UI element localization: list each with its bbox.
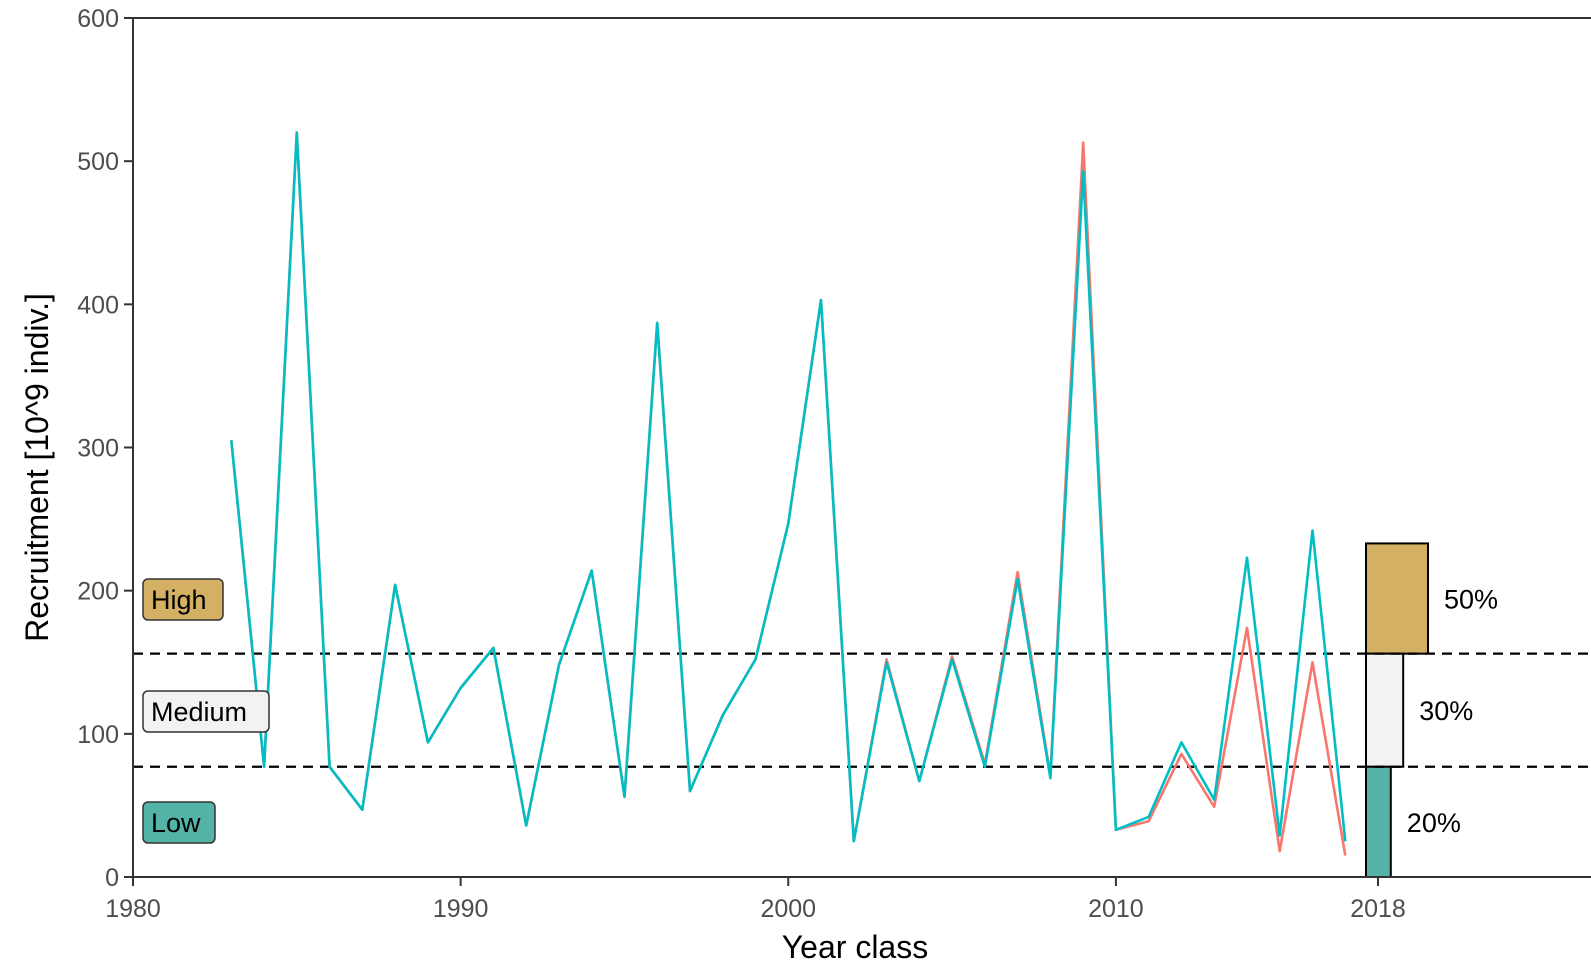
tick-labels: 0 100 200 300 400 500 600 1980 1990 2000 2010 2018	[77, 5, 1406, 923]
category-bar-low	[1365, 765, 1392, 878]
y-axis-title: Recruitment [10^9 indiv.]	[19, 293, 55, 642]
category-label-medium: Medium	[151, 697, 247, 727]
category-label-box-high	[142, 578, 224, 621]
category-percent-low: 20%	[1407, 808, 1461, 838]
y-tick-label: 300	[77, 435, 119, 463]
series-lines	[230, 131, 1347, 856]
category-bars: 50% 30% 20%	[1365, 542, 1498, 878]
y-tick-label: 100	[77, 721, 119, 749]
category-labels: High Medium Low	[142, 578, 270, 844]
x-tick-label: 2018	[1350, 895, 1406, 923]
y-tick-label: 0	[105, 864, 119, 892]
category-label-high: High	[151, 585, 207, 615]
x-axis-title: Year class	[782, 929, 928, 965]
category-percent-medium: 30%	[1419, 696, 1473, 726]
y-tick-label: 500	[77, 148, 119, 176]
y-tick-label: 200	[77, 578, 119, 606]
category-bar-high	[1365, 542, 1429, 655]
category-label-low: Low	[151, 808, 201, 838]
axes	[124, 17, 1591, 886]
category-bar-medium	[1365, 652, 1405, 768]
category-label-box-medium	[142, 690, 270, 733]
category-percent-high: 50%	[1444, 585, 1498, 615]
y-tick-label: 400	[77, 291, 119, 319]
x-tick-label: 1980	[105, 895, 161, 923]
x-tick-label: 2010	[1088, 895, 1144, 923]
series-line-1	[230, 131, 1347, 843]
x-tick-label: 2000	[760, 895, 816, 923]
category-label-box-low	[142, 801, 216, 844]
y-tick-label: 600	[77, 5, 119, 33]
x-tick-label: 1990	[433, 895, 489, 923]
threshold-lines	[133, 652, 1591, 768]
